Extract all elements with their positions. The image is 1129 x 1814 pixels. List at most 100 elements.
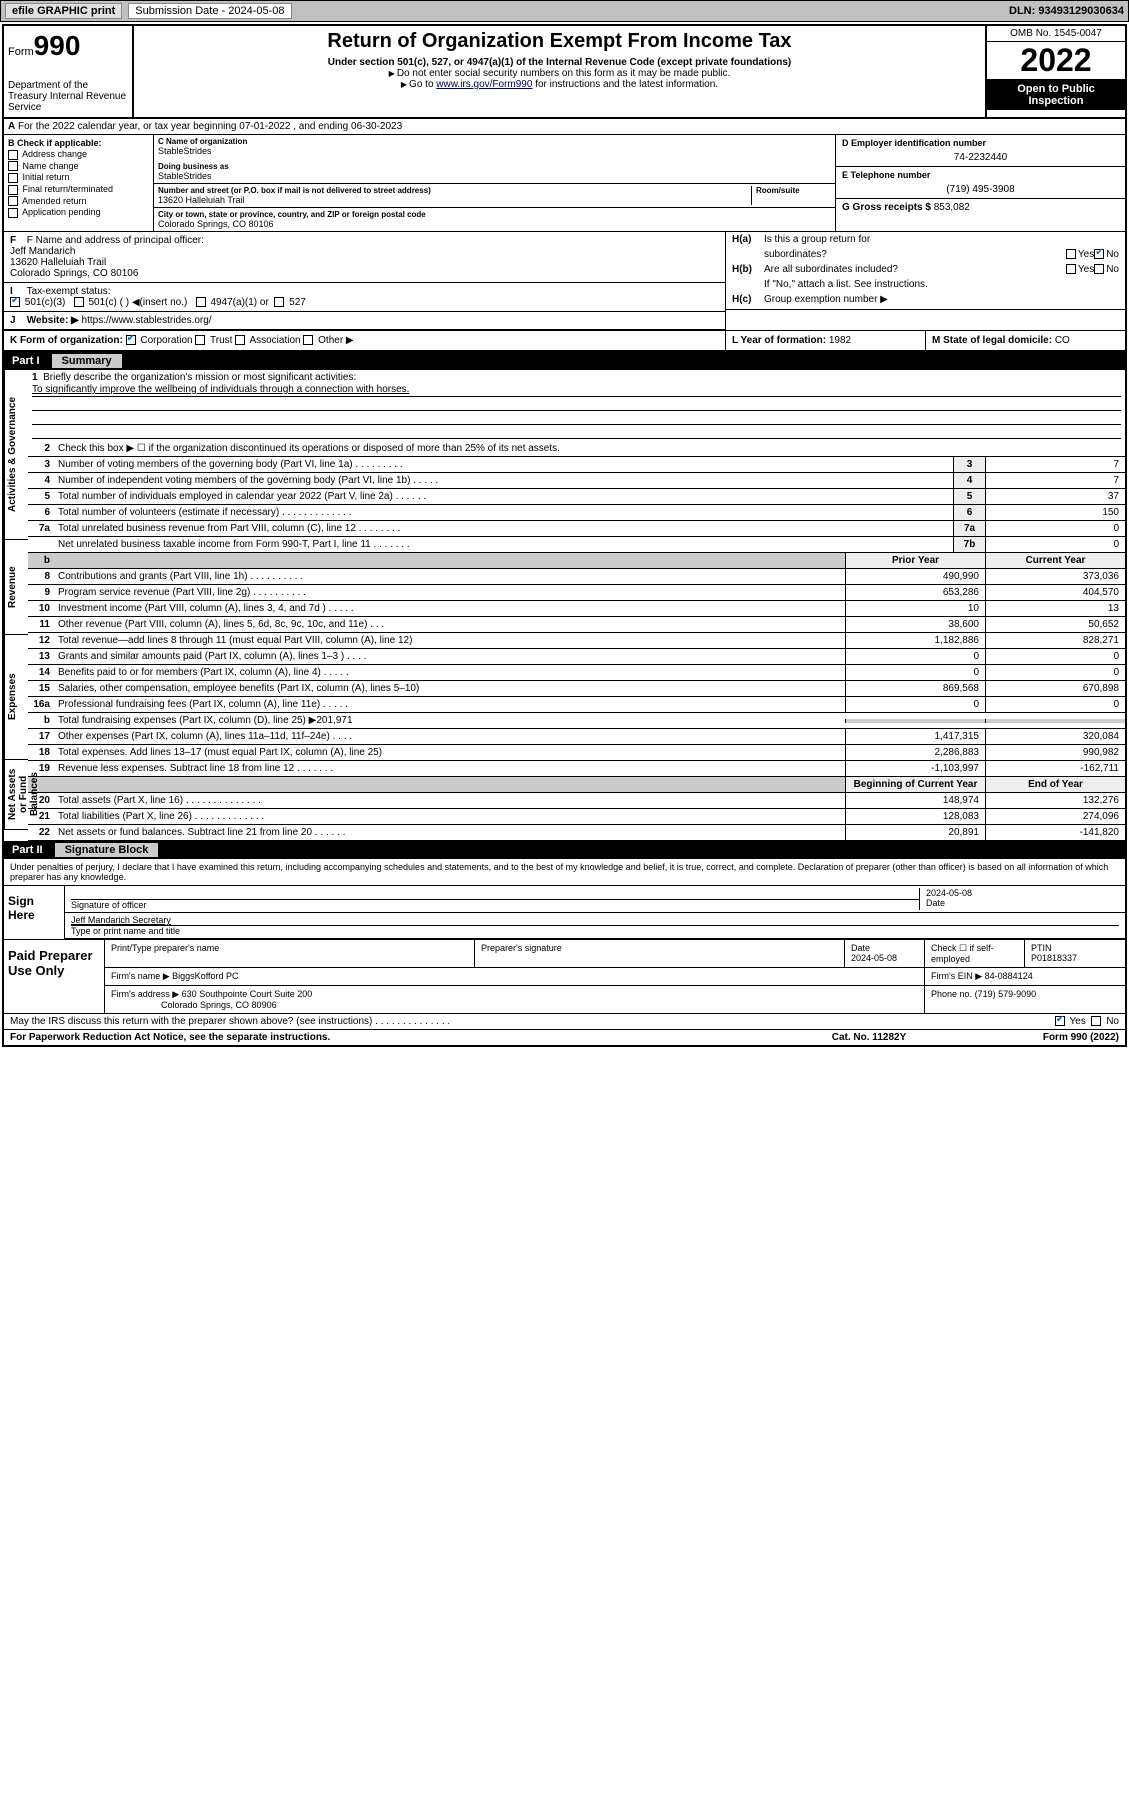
other-checkbox[interactable] — [303, 335, 313, 345]
j-website: J Website: ▶ https://www.stablestrides.o… — [4, 312, 725, 330]
amended-return-label: Amended return — [22, 196, 87, 206]
part-i-header: Part I Summary — [4, 352, 1125, 370]
yes-label-2: Yes — [1078, 264, 1094, 275]
klm-row: K Form of organization: Corporation Trus… — [4, 330, 1125, 352]
line-16b: Total fundraising expenses (Part IX, col… — [54, 713, 845, 728]
4947-checkbox[interactable] — [196, 297, 206, 307]
c22: -141,820 — [985, 825, 1125, 840]
c13: 0 — [985, 649, 1125, 664]
line-14: Benefits paid to or for members (Part IX… — [54, 665, 845, 680]
vtab-revenue: Revenue — [4, 540, 28, 635]
p21: 128,083 — [845, 809, 985, 824]
c8: 373,036 — [985, 569, 1125, 584]
summary-content: 1 Briefly describe the organization's mi… — [28, 370, 1125, 841]
part-ii-title: Signature Block — [55, 843, 159, 857]
amended-return-checkbox[interactable] — [8, 196, 18, 206]
val-7a: 0 — [985, 521, 1125, 536]
trust-checkbox[interactable] — [195, 335, 205, 345]
prep-date-label: Date — [851, 943, 870, 953]
hb-no-checkbox[interactable] — [1094, 264, 1104, 274]
footer-bottom: For Paperwork Reduction Act Notice, see … — [4, 1030, 1125, 1045]
form-number: 990 — [34, 30, 81, 61]
gross-receipts-label: G Gross receipts $ — [842, 202, 931, 213]
c20: 132,276 — [985, 793, 1125, 808]
officer-label: F Name and address of principal officer: — [27, 235, 204, 246]
c15: 670,898 — [985, 681, 1125, 696]
org-name-label: C Name of organization — [158, 137, 831, 146]
col-c: C Name of organization StableStrides Doi… — [154, 135, 835, 231]
line-8: Contributions and grants (Part VIII, lin… — [54, 569, 845, 584]
public-inspection: Open to Public Inspection — [987, 80, 1125, 110]
header-left: Form990 Department of the Treasury Inter… — [4, 26, 134, 117]
4947-label: 4947(a)(1) or — [210, 297, 268, 308]
527-checkbox[interactable] — [274, 297, 284, 307]
website-label: Website: ▶ — [27, 315, 79, 326]
application-pending-label: Application pending — [22, 207, 101, 217]
header-right: OMB No. 1545-0047 2022 Open to Public In… — [985, 26, 1125, 117]
p11: 38,600 — [845, 617, 985, 632]
yes-label: Yes — [1078, 249, 1094, 260]
l-label: L Year of formation: — [732, 335, 826, 346]
line-5: Total number of individuals employed in … — [54, 489, 953, 504]
top-toolbar: efile GRAPHIC print Submission Date - 20… — [0, 0, 1129, 22]
sign-here-label: Sign Here — [4, 886, 64, 939]
discuss-yes-checkbox[interactable] — [1055, 1016, 1065, 1026]
discuss-no: No — [1106, 1016, 1119, 1027]
submission-date: Submission Date - 2024-05-08 — [128, 3, 291, 19]
501c-label: 501(c) ( ) ◀(insert no.) — [88, 297, 187, 308]
527-label: 527 — [289, 297, 306, 308]
firm-name: BiggsKofford PC — [172, 971, 238, 981]
city-value: Colorado Springs, CO 80106 — [158, 219, 831, 229]
sig-officer-label: Signature of officer — [71, 900, 146, 910]
p18: 2,286,883 — [845, 745, 985, 760]
p19: -1,103,997 — [845, 761, 985, 776]
sig-date: 2024-05-08 — [926, 888, 1119, 898]
form-label: Form — [8, 46, 34, 58]
address-change-checkbox[interactable] — [8, 150, 18, 160]
val-6: 150 — [985, 505, 1125, 520]
trust-label: Trust — [210, 335, 232, 346]
vtab-expenses: Expenses — [4, 635, 28, 760]
val-3: 7 — [985, 457, 1125, 472]
p13: 0 — [845, 649, 985, 664]
p10: 10 — [845, 601, 985, 616]
firm-ein: 84-0884124 — [985, 971, 1033, 981]
prep-date: 2024-05-08 — [851, 953, 897, 963]
dept-label: Department of the Treasury Internal Reve… — [8, 80, 128, 113]
omb-number: OMB No. 1545-0047 — [987, 26, 1125, 42]
501c-checkbox[interactable] — [74, 297, 84, 307]
initial-return-checkbox[interactable] — [8, 173, 18, 183]
ha-yes-checkbox[interactable] — [1066, 249, 1076, 259]
dln-label: DLN: 93493129030634 — [1009, 5, 1124, 17]
p8: 490,990 — [845, 569, 985, 584]
mission-text: To significantly improve the wellbeing o… — [32, 384, 409, 395]
ha-no-checkbox[interactable] — [1094, 249, 1104, 259]
discuss-no-checkbox[interactable] — [1091, 1016, 1101, 1026]
501c3-checkbox[interactable] — [10, 297, 20, 307]
line-21: Total liabilities (Part X, line 26) . . … — [54, 809, 845, 824]
assoc-checkbox[interactable] — [235, 335, 245, 345]
irs-link[interactable]: www.irs.gov/Form990 — [436, 79, 532, 90]
signature-declaration: Under penalties of perjury, I declare th… — [4, 859, 1125, 885]
l-value: 1982 — [829, 335, 851, 346]
fhijk-right: H(a)Is this a group return for subordina… — [725, 232, 1125, 330]
hb-yes-checkbox[interactable] — [1066, 264, 1076, 274]
part-i-label: Part I — [12, 355, 40, 367]
final-return-checkbox[interactable] — [8, 185, 18, 195]
corp-checkbox[interactable] — [126, 335, 136, 345]
efile-button[interactable]: efile GRAPHIC print — [5, 3, 122, 19]
name-change-checkbox[interactable] — [8, 161, 18, 171]
assoc-label: Association — [249, 335, 300, 346]
firm-ein-label: Firm's EIN ▶ — [931, 971, 982, 981]
line-19: Revenue less expenses. Subtract line 18 … — [54, 761, 845, 776]
line-4: Number of independent voting members of … — [54, 473, 953, 488]
application-pending-checkbox[interactable] — [8, 208, 18, 218]
c17: 320,084 — [985, 729, 1125, 744]
firm-addr-label: Firm's address ▶ — [111, 989, 179, 999]
ein-label: D Employer identification number — [842, 138, 1119, 148]
summary-body: Activities & Governance Revenue Expenses… — [4, 370, 1125, 841]
tax-status-label: Tax-exempt status: — [27, 286, 111, 297]
c16a: 0 — [985, 697, 1125, 712]
c21: 274,096 — [985, 809, 1125, 824]
subtitle-1: Under section 501(c), 527, or 4947(a)(1)… — [138, 57, 981, 68]
